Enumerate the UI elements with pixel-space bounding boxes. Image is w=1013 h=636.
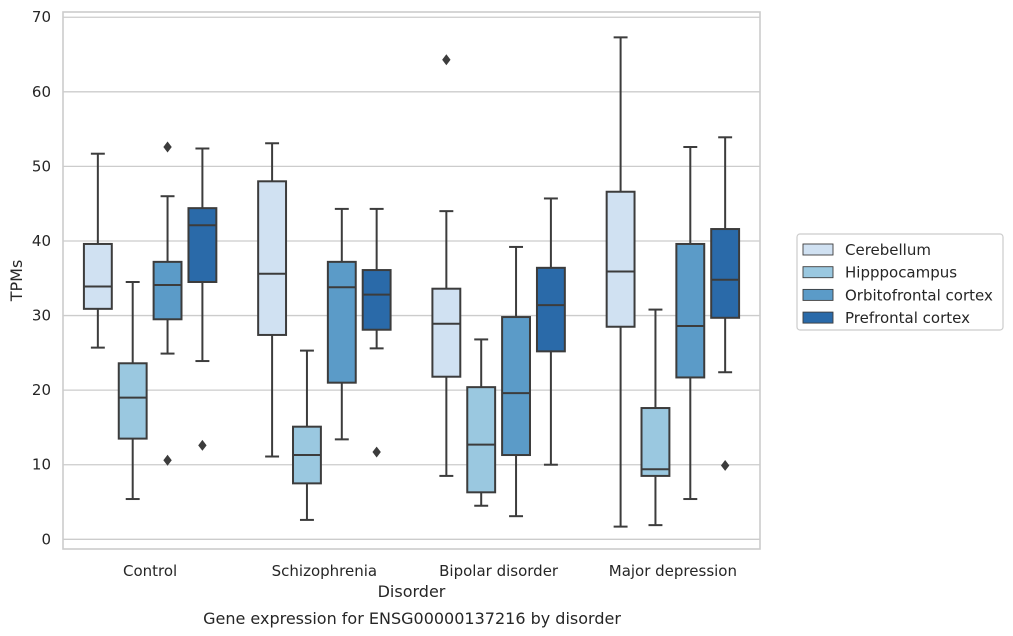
legend-label: Cerebellum [845, 241, 931, 259]
y-tick-label: 50 [32, 157, 51, 175]
legend-label: Prefrontal cortex [845, 309, 970, 327]
outlier-point [198, 439, 207, 451]
box-hipppocampus-schizophrenia [292, 349, 322, 521]
box-body [535, 266, 566, 353]
y-tick-label: 70 [32, 8, 51, 26]
legend-label: Hipppocampus [845, 264, 957, 282]
box-orbitofrontal-cortex-bipolar-disorder [501, 245, 531, 518]
box-orbitofrontal-cortex-control [152, 141, 183, 466]
box-body [501, 316, 531, 457]
chart-caption: Gene expression for ENSG00000137216 by d… [203, 609, 621, 628]
x-axis-label: Disorder [378, 582, 446, 601]
y-tick-label: 40 [32, 232, 51, 250]
outlier-point [442, 54, 451, 66]
box-prefrontal-cortex-control [187, 147, 218, 451]
box-cerebellum-control [82, 152, 113, 349]
outlier-point [720, 460, 730, 471]
y-tick-label: 60 [32, 83, 51, 101]
box-hipppocampus-bipolar-disorder [466, 338, 497, 507]
x-tick-label: Major depression [609, 562, 737, 580]
box-body [187, 207, 218, 283]
box-body [431, 287, 462, 378]
legend-swatch [802, 243, 834, 256]
legend: Cerebellum Hipppocampus Orbitofrontal cort… [796, 233, 1004, 331]
outlier-point [163, 454, 172, 466]
box-prefrontal-cortex-major-depression [710, 136, 741, 471]
box-body [326, 260, 357, 384]
x-tick-label: Schizophrenia [272, 562, 377, 580]
y-tick-label: 0 [41, 530, 51, 548]
y-tick-label: 30 [32, 307, 51, 325]
box-body [466, 386, 497, 494]
legend-swatch [802, 311, 834, 324]
box-plots [82, 36, 741, 528]
box-cerebellum-schizophrenia [257, 142, 288, 458]
x-tick-labels: Control Schizophrenia Bipolar disorder Majo… [123, 562, 737, 580]
legend-frame [796, 233, 1004, 331]
plot-area-frame [62, 11, 761, 550]
box-cerebellum-bipolar-disorder [431, 54, 462, 477]
box-prefrontal-cortex-bipolar-disorder [535, 197, 566, 466]
box-body [361, 269, 392, 331]
box-body [257, 180, 288, 336]
box-orbitofrontal-cortex-major-depression [675, 145, 706, 501]
x-tick-label: Bipolar disorder [439, 562, 559, 580]
box-body [675, 242, 706, 379]
y-axis-label: TPMs [7, 260, 26, 303]
box-body [605, 190, 636, 328]
y-tick-label: 10 [32, 456, 51, 474]
outlier-point [163, 141, 172, 153]
box-body [710, 228, 741, 319]
box-body [152, 260, 183, 321]
legend-swatch [802, 288, 834, 301]
box-cerebellum-major-depression [605, 36, 636, 528]
legend-swatch [802, 266, 834, 279]
box-body [640, 407, 671, 477]
box-body [82, 242, 113, 310]
x-tick-label: Control [123, 562, 177, 580]
box-hipppocampus-major-depression [640, 308, 671, 527]
y-tick-label: 20 [32, 381, 51, 399]
box-hipppocampus-control [117, 280, 148, 501]
box-prefrontal-cortex-schizophrenia [361, 207, 392, 458]
box-body [117, 362, 148, 440]
legend-label: Orbitofrontal cortex [845, 286, 993, 304]
y-tick-labels: 0 10 20 30 40 50 60 70 [32, 8, 51, 548]
outlier-point [372, 446, 381, 458]
box-orbitofrontal-cortex-schizophrenia [326, 207, 357, 441]
